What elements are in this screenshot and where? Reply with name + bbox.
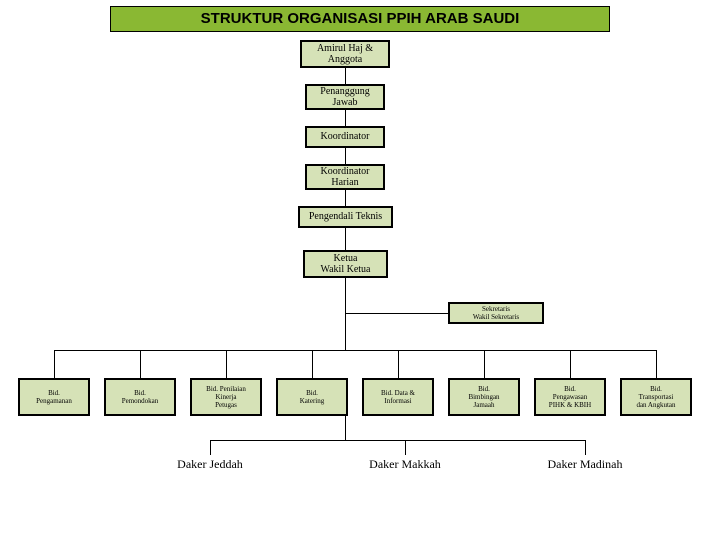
sekretaris-line1: Sekretaris: [452, 305, 540, 313]
node-sekretaris: Sekretaris Wakil Sekretaris: [448, 302, 544, 324]
label: Bid.: [538, 385, 602, 393]
label: Pemondokan: [108, 397, 172, 405]
label: Bid.: [108, 389, 172, 397]
node-bid-pemondokan: Bid.Pemondokan: [104, 378, 176, 416]
connector-line: [398, 350, 399, 378]
node-amirul: Amirul Haj &Anggota: [300, 40, 390, 68]
connector-line: [210, 440, 211, 455]
connector-line: [345, 110, 346, 126]
label: Amirul Haj &: [304, 43, 386, 55]
node-daker-jeddah: Daker Jeddah: [155, 455, 265, 475]
connector-line: [405, 440, 406, 455]
connector-line: [570, 350, 571, 378]
connector-line: [345, 68, 346, 84]
label: Pengendali Teknis: [302, 211, 389, 223]
node-bid-data: Bid. Data &Informasi: [362, 378, 434, 416]
connector-line: [54, 350, 656, 351]
label: Bid. Penilaian: [194, 385, 258, 393]
node-bid-bimbingan: Bid.BimbinganJamaah: [448, 378, 520, 416]
label: Koordinator: [309, 166, 381, 178]
node-bid-pengamanan: Bid.Pengamanan: [18, 378, 90, 416]
label: Bid.: [452, 385, 516, 393]
connector-line: [345, 190, 346, 206]
label: dan Angkutan: [624, 401, 688, 409]
connector-line: [345, 313, 448, 314]
label: Kinerja: [194, 393, 258, 401]
connector-line: [345, 416, 346, 440]
label: Bid.: [624, 385, 688, 393]
connector-line: [656, 350, 657, 378]
connector-line: [345, 278, 346, 350]
label: Informasi: [366, 397, 430, 405]
label: Ketua: [307, 253, 384, 265]
title-bar: STRUKTUR ORGANISASI PPIH ARAB SAUDI: [110, 6, 610, 32]
connector-line: [140, 350, 141, 378]
node-koordinator: Koordinator: [305, 126, 385, 148]
node-bid-katering: Bid.Katering: [276, 378, 348, 416]
node-daker-makkah: Daker Makkah: [350, 455, 460, 475]
label: Pengawasan: [538, 393, 602, 401]
connector-line: [585, 440, 586, 455]
node-ketua: KetuaWakil Ketua: [303, 250, 388, 278]
connector-line: [54, 350, 55, 378]
label: PIHK & KBIH: [538, 401, 602, 409]
connector-line: [312, 350, 313, 378]
label: Jawab: [309, 97, 381, 109]
connector-line: [484, 350, 485, 378]
label: Pengamanan: [22, 397, 86, 405]
label: Koordinator: [309, 131, 381, 143]
node-daker-madinah: Daker Madinah: [530, 455, 640, 475]
label: Bid.: [280, 389, 344, 397]
node-koor-harian: KoordinatorHarian: [305, 164, 385, 190]
connector-line: [226, 350, 227, 378]
label: Katering: [280, 397, 344, 405]
label: Petugas: [194, 401, 258, 409]
node-bid-penilaian: Bid. PenilaianKinerjaPetugas: [190, 378, 262, 416]
connector-line: [345, 228, 346, 250]
label: Transportasi: [624, 393, 688, 401]
label: Jamaah: [452, 401, 516, 409]
node-pengendali: Pengendali Teknis: [298, 206, 393, 228]
connector-line: [345, 148, 346, 164]
node-bid-pengawasan: Bid.PengawasanPIHK & KBIH: [534, 378, 606, 416]
label: Anggota: [304, 54, 386, 66]
label: Penanggung: [309, 86, 381, 98]
label: Bimbingan: [452, 393, 516, 401]
label: Wakil Ketua: [307, 264, 384, 276]
node-bid-transportasi: Bid.Transportasidan Angkutan: [620, 378, 692, 416]
label: Bid. Data &: [366, 389, 430, 397]
label: Harian: [309, 177, 381, 189]
sekretaris-line2: Wakil Sekretaris: [452, 313, 540, 321]
label: Bid.: [22, 389, 86, 397]
connector-line: [210, 440, 585, 441]
node-penanggung: PenanggungJawab: [305, 84, 385, 110]
